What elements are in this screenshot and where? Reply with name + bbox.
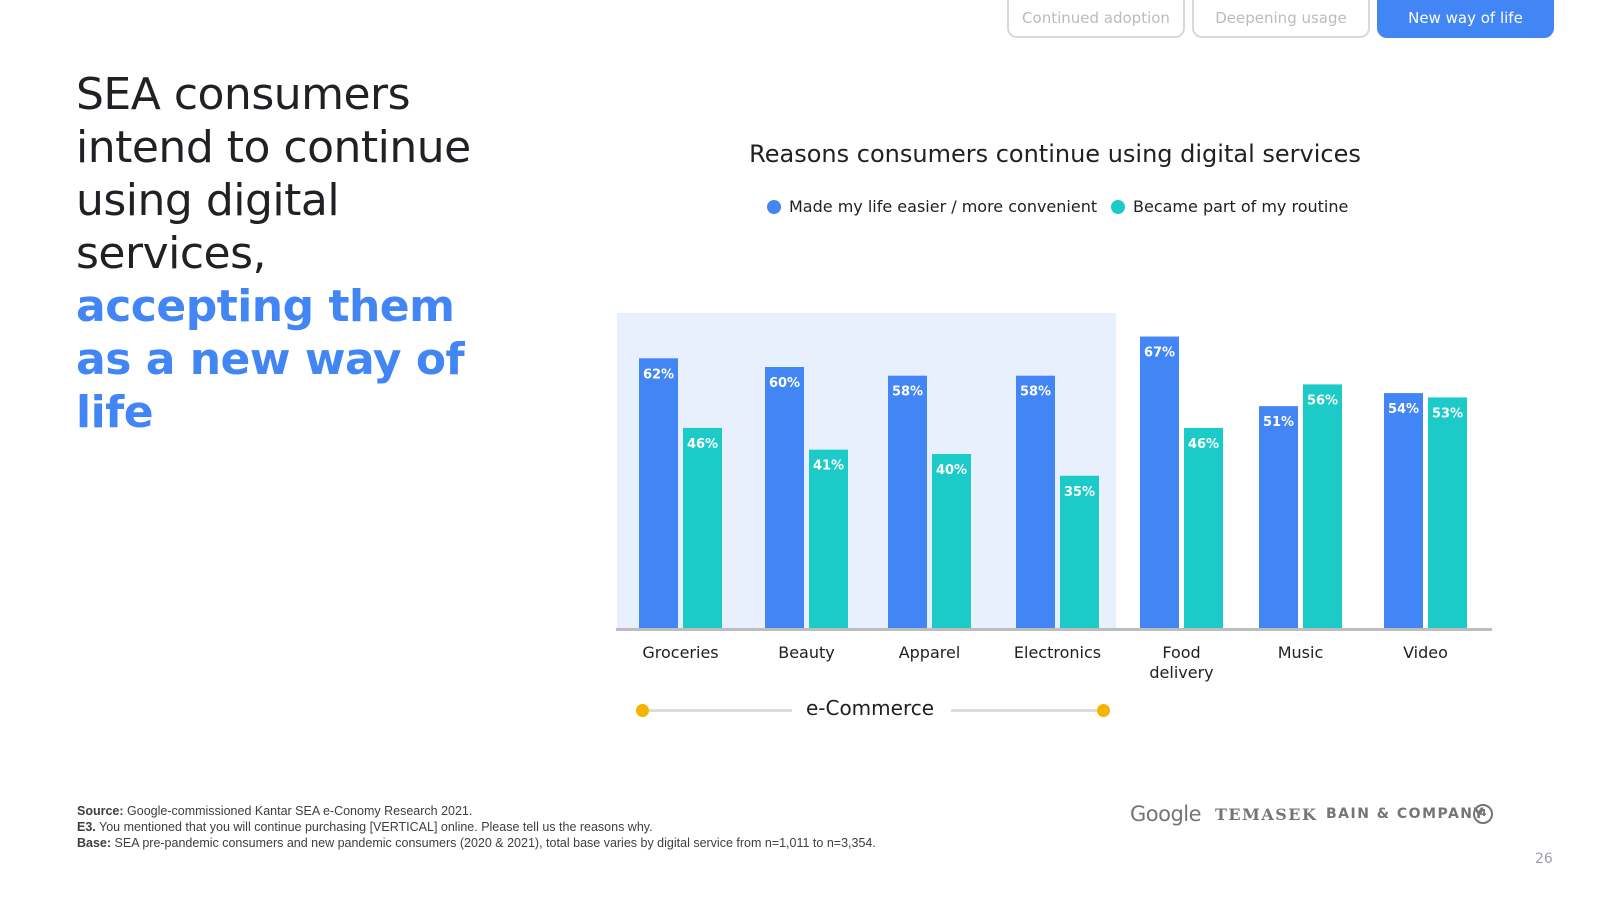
google-logo: Google <box>1130 802 1202 826</box>
data-label: 41% <box>813 459 844 474</box>
footnote-base: Base: SEA pre-pandemic consumers and new… <box>77 835 876 851</box>
ecommerce-range-dot-left <box>636 704 649 717</box>
category-label-line: Food <box>1162 643 1200 662</box>
data-label: 60% <box>769 376 800 391</box>
footnote-question-text: You mentioned that you will continue pur… <box>99 820 653 834</box>
category-label: Groceries <box>642 643 718 662</box>
bain-mark-icon: 4 <box>1473 804 1493 824</box>
footnote-source: Source: Google-commissioned Kantar SEA e… <box>77 803 876 819</box>
category-label: Food delivery <box>1149 643 1213 682</box>
ecommerce-range-line-right <box>951 709 1103 712</box>
data-label: 67% <box>1144 346 1175 361</box>
data-label: 58% <box>892 385 923 400</box>
bar-groceries-series-2 <box>683 427 722 628</box>
data-label: 46% <box>1188 437 1219 452</box>
legend-item-convenient: Made my life easier / more convenient <box>767 197 1097 216</box>
bar-electronics-series-2 <box>1060 475 1099 628</box>
footnote-base-label: Base: <box>77 836 112 850</box>
legend-dot-teal <box>1111 200 1125 214</box>
footnote-question-label: E3. <box>77 820 96 834</box>
category-label: Music <box>1278 643 1324 662</box>
tab-deepening-usage[interactable]: Deepening usage <box>1192 0 1370 38</box>
x-axis-line <box>616 628 1492 631</box>
data-label: 54% <box>1388 402 1419 417</box>
bar-food-delivery-series-1 <box>1140 336 1179 628</box>
footnote-question: E3. You mentioned that you will continue… <box>77 819 876 835</box>
data-label: 40% <box>936 463 967 478</box>
ecommerce-range-line-left <box>642 709 792 712</box>
headline: SEA consumers intend to continue using d… <box>76 68 506 439</box>
bar-groceries-series-1 <box>639 358 678 628</box>
tab-new-way-of-life[interactable]: New way of life <box>1377 0 1554 38</box>
footnote-source-label: Source: <box>77 804 124 818</box>
bar-music-series-2 <box>1303 384 1342 628</box>
category-label-line: Music <box>1278 643 1324 662</box>
data-label: 62% <box>643 367 674 382</box>
legend-label: Made my life easier / more convenient <box>789 197 1098 216</box>
chart-title: Reasons consumers continue using digital… <box>749 140 1361 168</box>
headline-accent: accepting them as a new way of life <box>76 281 465 438</box>
category-label: Apparel <box>899 643 961 662</box>
footnote-source-text: Google-commissioned Kantar SEA e-Conomy … <box>127 804 473 818</box>
legend-dot-blue <box>767 200 781 214</box>
category-label-line: Electronics <box>1014 643 1101 662</box>
bar-beauty-series-1 <box>765 367 804 628</box>
category-label: Electronics <box>1014 643 1101 662</box>
category-label-line: Apparel <box>899 643 961 662</box>
category-label-line: delivery <box>1149 663 1213 682</box>
footnote-base-text: SEA pre-pandemic consumers and new pande… <box>114 836 876 850</box>
bar-electronics-series-1 <box>1016 375 1055 628</box>
bar-beauty-series-2 <box>809 449 848 628</box>
ecommerce-range-dot-right <box>1097 704 1110 717</box>
bain-logo: BAIN & COMPANY <box>1326 806 1486 822</box>
category-label: Beauty <box>778 643 835 662</box>
legend-label: Became part of my routine <box>1133 197 1349 216</box>
footnotes: Source: Google-commissioned Kantar SEA e… <box>77 803 876 851</box>
bar-food-delivery-series-2 <box>1184 427 1223 628</box>
data-label: 35% <box>1064 485 1095 500</box>
bar-video-series-2 <box>1428 397 1467 628</box>
tab-continued-adoption[interactable]: Continued adoption <box>1007 0 1185 38</box>
temasek-logo: TEMASEK <box>1215 805 1318 824</box>
page-number: 26 <box>1535 851 1553 867</box>
data-label: 58% <box>1020 385 1051 400</box>
data-label: 53% <box>1432 406 1463 421</box>
category-label-line: Video <box>1403 643 1448 662</box>
ecommerce-group-label: e-Commerce <box>805 696 935 720</box>
data-label: 56% <box>1307 393 1338 408</box>
category-label: Video <box>1403 643 1448 662</box>
data-label: 51% <box>1263 415 1294 430</box>
bar-apparel-series-1 <box>888 375 927 628</box>
bar-video-series-1 <box>1384 393 1423 628</box>
bar-apparel-series-2 <box>932 454 971 628</box>
category-label-line: Beauty <box>778 643 835 662</box>
bar-music-series-1 <box>1259 406 1298 628</box>
legend-item-routine: Became part of my routine <box>1111 197 1348 216</box>
data-label: 46% <box>687 437 718 452</box>
category-label-line: Groceries <box>642 643 718 662</box>
headline-plain: SEA consumers intend to continue using d… <box>76 69 471 279</box>
